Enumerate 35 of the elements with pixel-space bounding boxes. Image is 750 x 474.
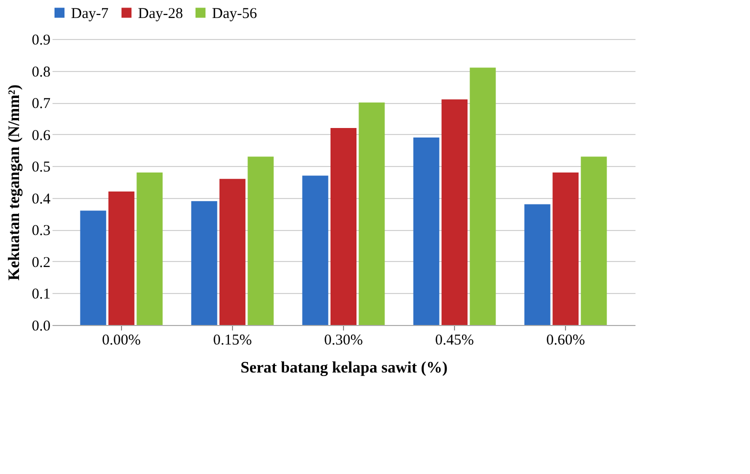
bar [442, 99, 468, 325]
y-tick-label: 0.9 [32, 32, 50, 48]
bar [330, 128, 356, 325]
bar [413, 138, 440, 325]
x-tick-label: 0.15% [213, 332, 252, 348]
bar [136, 172, 163, 325]
y-axis-title: Kekuatan tegangan (N/mm²) [6, 84, 23, 280]
bar [302, 176, 328, 325]
bar [108, 192, 134, 325]
bar [552, 172, 579, 325]
bar [580, 156, 607, 325]
bar [80, 210, 106, 325]
x-tick-label: 0.45% [435, 332, 474, 348]
bar [219, 178, 246, 325]
x-axis-title: Serat batang kelapa sawit (%) [240, 360, 448, 376]
y-tick-label: 0.0 [32, 318, 50, 334]
y-tick-label: 0.3 [32, 223, 50, 240]
y-tick-label: 0.7 [32, 96, 51, 112]
bar [191, 201, 218, 325]
x-tick-label: 0.00% [102, 332, 141, 348]
y-tick-label: 0.1 [32, 286, 50, 303]
y-tick-label: 0.8 [32, 64, 50, 80]
bar [248, 156, 274, 325]
x-tick-label: 0.30% [324, 332, 363, 348]
y-tick-label: 0.6 [32, 128, 51, 144]
bar [358, 102, 385, 325]
bar [470, 68, 496, 325]
y-tick-label: 0.2 [32, 254, 50, 271]
x-tick-label: 0.60% [546, 332, 585, 348]
legend-label: Day-56 [212, 6, 258, 22]
legend-label: Day-28 [138, 6, 183, 22]
legend-label: Day-7 [71, 6, 109, 22]
y-tick-label: 0.4 [32, 191, 51, 208]
y-tick-label: 0.5 [32, 160, 50, 176]
bar [524, 204, 550, 325]
